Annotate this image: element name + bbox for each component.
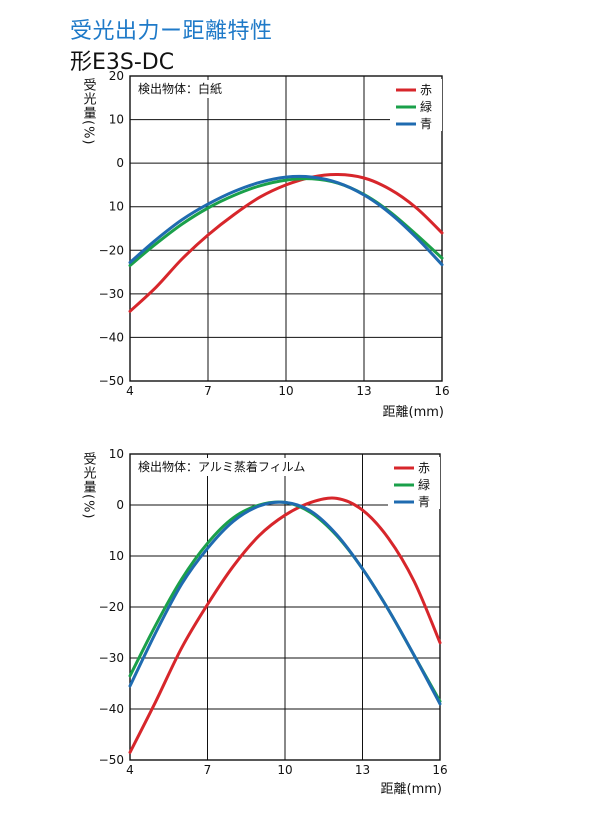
x-tick-label: 4 xyxy=(126,384,134,398)
plot-frame xyxy=(129,75,443,382)
x-tick-label: 13 xyxy=(356,384,371,398)
x-tick-label: 10 xyxy=(277,763,292,777)
plot-frame xyxy=(129,453,441,761)
y-tick-label: 20 xyxy=(109,69,124,83)
legend-label-1: 赤 xyxy=(420,83,432,97)
y-tick-label: −30 xyxy=(99,651,124,665)
legend-label-2: 緑 xyxy=(420,99,432,114)
legend-label-3: 青 xyxy=(418,495,430,509)
x-tick-label: 16 xyxy=(432,763,447,777)
y-axis-label: 受光量(%) xyxy=(81,78,97,146)
legend-label-2: 緑 xyxy=(418,477,430,492)
x-tick-label: 13 xyxy=(355,763,370,777)
y-tick-label: −20 xyxy=(99,600,124,614)
chart-1: 4 7 10 13 16 20 10 0 10 −20 −30 −40 −50 受光量(%) 距離(mm) 検… xyxy=(81,69,450,420)
y-tick-label: 10 xyxy=(109,549,124,563)
x-tick-label: 16 xyxy=(434,384,449,398)
y-tick-label: −40 xyxy=(99,330,124,344)
series-line-1 xyxy=(128,172,444,313)
x-tick-label: 4 xyxy=(126,763,134,777)
x-tick-label: 7 xyxy=(204,384,212,398)
legend-label-3: 青 xyxy=(420,117,432,131)
y-tick-label: −50 xyxy=(99,374,124,388)
y-tick-label: −50 xyxy=(99,753,124,767)
series-line-3 xyxy=(128,500,442,706)
x-axis-label: 距離(mm) xyxy=(383,405,444,420)
legend-background xyxy=(390,79,442,131)
y-tick-label: −20 xyxy=(99,243,124,257)
x-tick-label: 10 xyxy=(278,384,293,398)
x-tick-label: 7 xyxy=(204,763,212,777)
detected-object-note: 検出物体：白紙 xyxy=(138,81,222,96)
y-tick-label: −40 xyxy=(99,702,124,716)
chart-2: 4 7 10 13 16 10 0 10 −20 −30 −40 −50 受光量(%) 距離(mm) 検出物… xyxy=(81,447,448,797)
note-background xyxy=(136,458,311,476)
y-tick-label: 10 xyxy=(109,200,124,214)
series-line-1 xyxy=(128,496,442,754)
chart-subtitle: 形E3S-DC xyxy=(70,50,175,75)
y-tick-label: 0 xyxy=(116,156,124,170)
legend-label-1: 赤 xyxy=(418,461,430,475)
y-tick-label: 10 xyxy=(109,113,124,127)
note-background xyxy=(136,80,224,98)
series-line-3 xyxy=(128,174,444,267)
legend-background xyxy=(388,457,440,509)
x-axis-label: 距離(mm) xyxy=(381,782,442,797)
y-tick-label: −30 xyxy=(99,287,124,301)
y-tick-label: 0 xyxy=(116,498,124,512)
chart-title: 受光出力ー距離特性 xyxy=(70,19,273,44)
detected-object-note: 検出物体：アルミ蒸着フィルム xyxy=(138,459,305,474)
y-tick-label: 10 xyxy=(109,447,124,461)
y-axis-label: 受光量(%) xyxy=(81,452,97,520)
